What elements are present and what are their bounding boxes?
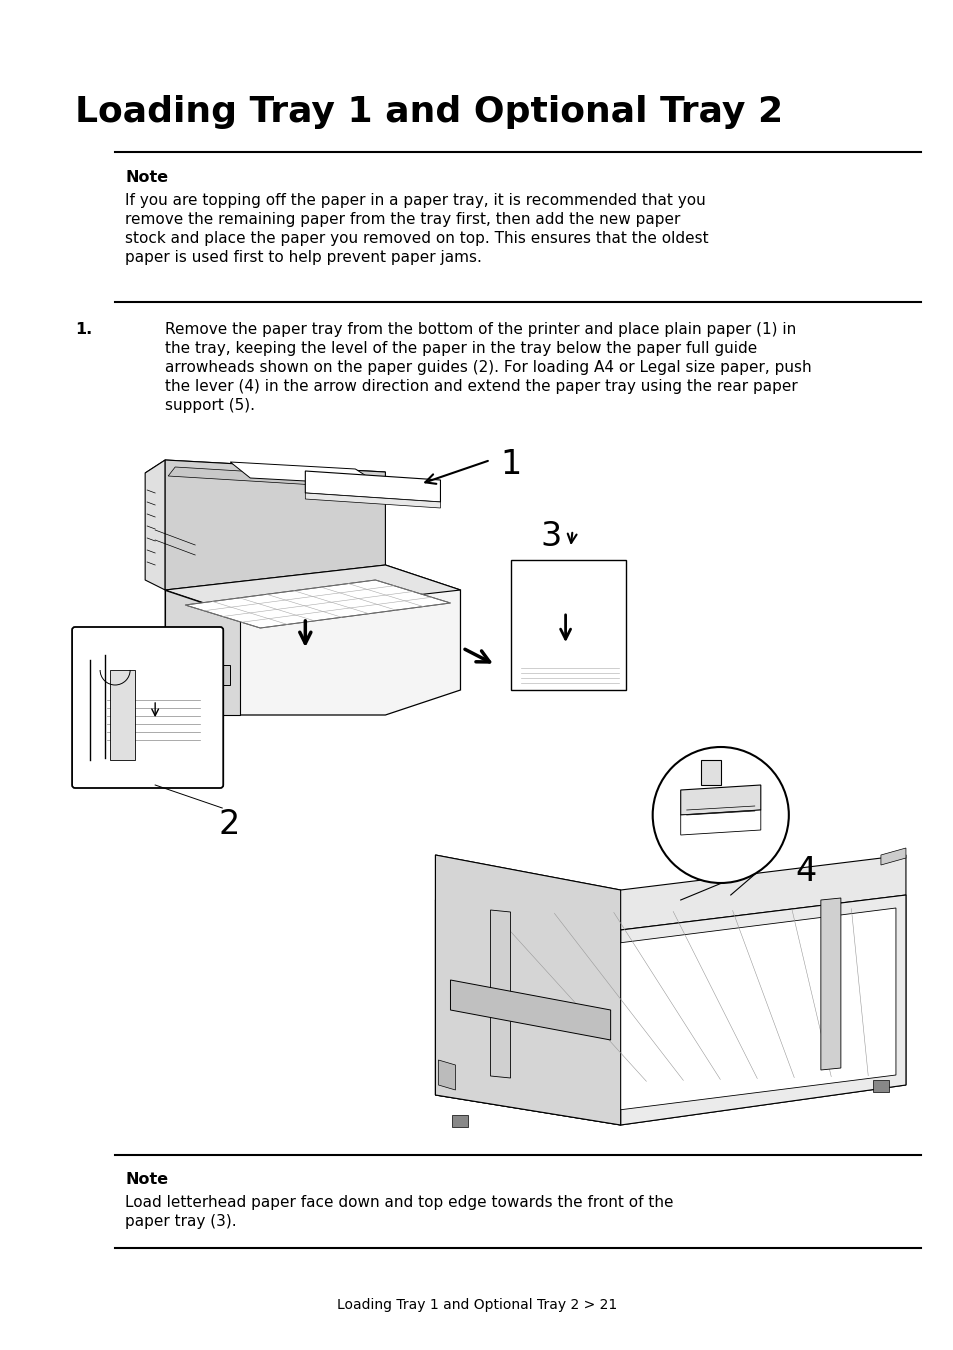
Text: support (5).: support (5). [165,398,254,413]
Polygon shape [438,1060,455,1089]
Text: Load letterhead paper face down and top edge towards the front of the: Load letterhead paper face down and top … [125,1195,673,1210]
Text: paper tray (3).: paper tray (3). [125,1214,236,1228]
Polygon shape [168,467,355,487]
Polygon shape [165,590,240,716]
Polygon shape [435,895,905,1125]
Text: 4: 4 [795,855,816,888]
FancyBboxPatch shape [72,626,223,788]
Polygon shape [435,855,620,1125]
Polygon shape [165,566,460,616]
Text: stock and place the paper you removed on top. This ensures that the oldest: stock and place the paper you removed on… [125,231,708,246]
Polygon shape [620,895,905,1125]
Text: Loading Tray 1 and Optional Tray 2 > 21: Loading Tray 1 and Optional Tray 2 > 21 [337,1297,617,1312]
Text: the tray, keeping the level of the paper in the tray below the paper full guide: the tray, keeping the level of the paper… [165,342,757,356]
Text: Remove the paper tray from the bottom of the printer and place plain paper (1) i: Remove the paper tray from the bottom of… [165,323,796,338]
Text: arrowheads shown on the paper guides (2). For loading A4 or Legal size paper, pu: arrowheads shown on the paper guides (2)… [165,360,811,375]
Polygon shape [145,460,385,485]
Polygon shape [175,666,230,684]
Polygon shape [872,1080,888,1092]
Polygon shape [510,560,625,690]
Polygon shape [880,848,905,865]
Polygon shape [680,784,760,815]
Polygon shape [450,980,610,1040]
Text: 1.: 1. [75,323,92,338]
Text: Loading Tray 1 and Optional Tray 2: Loading Tray 1 and Optional Tray 2 [75,95,782,130]
Polygon shape [110,670,135,760]
Polygon shape [820,898,840,1071]
Text: 1: 1 [500,448,521,481]
Polygon shape [435,855,905,930]
Polygon shape [490,910,510,1079]
Polygon shape [435,900,620,1125]
Text: the lever (4) in the arrow direction and extend the paper tray using the rear pa: the lever (4) in the arrow direction and… [165,379,797,394]
Text: paper is used first to help prevent paper jams.: paper is used first to help prevent pape… [125,250,481,265]
Polygon shape [450,909,895,1110]
Polygon shape [165,566,460,716]
Polygon shape [185,580,450,628]
Polygon shape [452,1115,468,1127]
Circle shape [652,747,788,883]
Polygon shape [305,493,440,508]
Text: 2: 2 [218,809,239,841]
Polygon shape [305,471,440,502]
Polygon shape [680,810,760,836]
Polygon shape [145,460,165,590]
Polygon shape [230,462,380,485]
Text: 3: 3 [540,520,561,554]
Polygon shape [165,460,385,590]
Text: Note: Note [125,170,168,185]
Text: Note: Note [125,1172,168,1187]
Text: If you are topping off the paper in a paper tray, it is recommended that you: If you are topping off the paper in a pa… [125,193,705,208]
Polygon shape [700,760,720,784]
Text: remove the remaining paper from the tray first, then add the new paper: remove the remaining paper from the tray… [125,212,679,227]
